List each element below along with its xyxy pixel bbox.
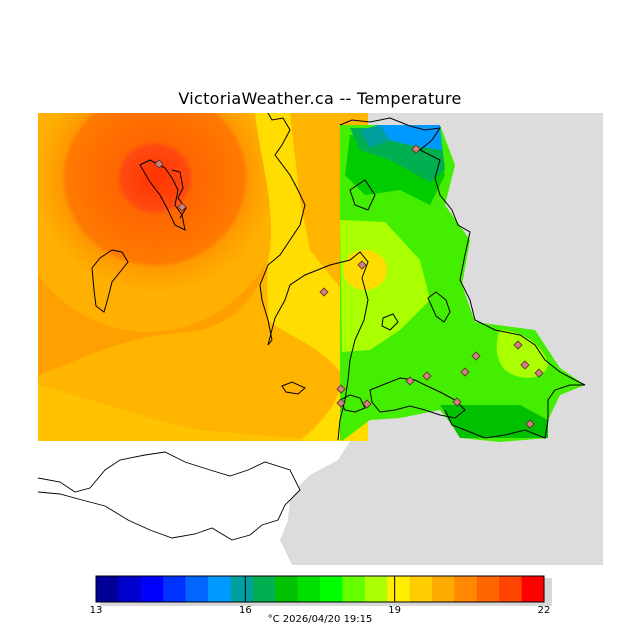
station-marker[interactable]	[422, 371, 432, 381]
legend-swatch	[499, 576, 522, 602]
legend-tick-label: 19	[388, 605, 401, 616]
legend-swatch	[208, 576, 231, 602]
legend-swatch	[476, 576, 500, 602]
station-marker[interactable]	[411, 144, 421, 154]
station-marker[interactable]	[525, 419, 535, 429]
station-marker[interactable]	[177, 202, 187, 212]
legend-swatch	[521, 576, 545, 602]
station-marker[interactable]	[520, 360, 530, 370]
station-marker[interactable]	[357, 260, 367, 270]
station-marker[interactable]	[471, 351, 481, 361]
legend-swatch	[140, 576, 164, 602]
coastline-victoria	[339, 394, 366, 413]
temperature-zone-south-green	[440, 405, 548, 438]
legend-tick-label: 16	[239, 605, 252, 616]
legend-swatch	[432, 576, 455, 602]
olympic-land-outline	[38, 451, 301, 541]
legend-swatch	[320, 576, 343, 602]
legend-swatch	[252, 576, 276, 602]
station-marker[interactable]	[154, 159, 164, 169]
legend-caption: °C 2026/04/20 19:15	[267, 614, 373, 625]
legend-swatch	[364, 576, 388, 602]
station-marker[interactable]	[362, 399, 372, 409]
legend-swatch	[409, 576, 433, 602]
coastline-lake-west	[91, 249, 129, 313]
coastline-strait-islet-1	[427, 291, 451, 323]
coastline-strait-islet-2	[381, 313, 399, 331]
legend-colorbar	[95, 575, 545, 603]
coastlines	[91, 113, 586, 441]
legend-swatch	[275, 576, 298, 602]
coastline-river	[171, 169, 187, 219]
station-marker[interactable]	[336, 384, 346, 394]
coastline-point-roberts	[349, 179, 376, 211]
map-title: VictoriaWeather.ca -- Temperature	[178, 89, 462, 108]
station-marker[interactable]	[336, 398, 346, 408]
station-marker[interactable]	[460, 367, 470, 377]
legend-swatch	[230, 576, 254, 602]
temperature-zone-yellow	[255, 113, 368, 441]
temperature-zone-teal	[360, 125, 390, 148]
legend-swatch	[96, 576, 119, 602]
coastline-vancouver-island	[259, 113, 369, 441]
legend-swatch	[342, 576, 366, 602]
temperature-zone-east-lime	[496, 330, 548, 378]
station-marker[interactable]	[319, 287, 329, 297]
legend-swatch	[163, 576, 186, 602]
legend-swatch	[387, 576, 410, 602]
weather-stations	[154, 144, 544, 429]
coastline-strait-islet-3	[281, 381, 306, 395]
legend-ticks: 13 16 19 22	[90, 576, 551, 616]
station-marker[interactable]	[534, 368, 544, 378]
temperature-zone-cyan	[375, 125, 442, 150]
legend-swatch	[297, 576, 321, 602]
station-marker[interactable]	[452, 397, 462, 407]
temperature-zone-core	[38, 113, 288, 332]
temperature-zone-east-edge	[38, 385, 330, 441]
legend-swatch	[118, 576, 142, 602]
station-marker[interactable]	[405, 376, 415, 386]
coastline-mainland	[339, 117, 586, 439]
station-marker[interactable]	[513, 340, 523, 350]
legend-tick-label: 22	[538, 605, 551, 616]
legend-swatch	[454, 576, 478, 602]
legend-tick-label: 13	[90, 605, 103, 616]
legend-swatch	[185, 576, 209, 602]
